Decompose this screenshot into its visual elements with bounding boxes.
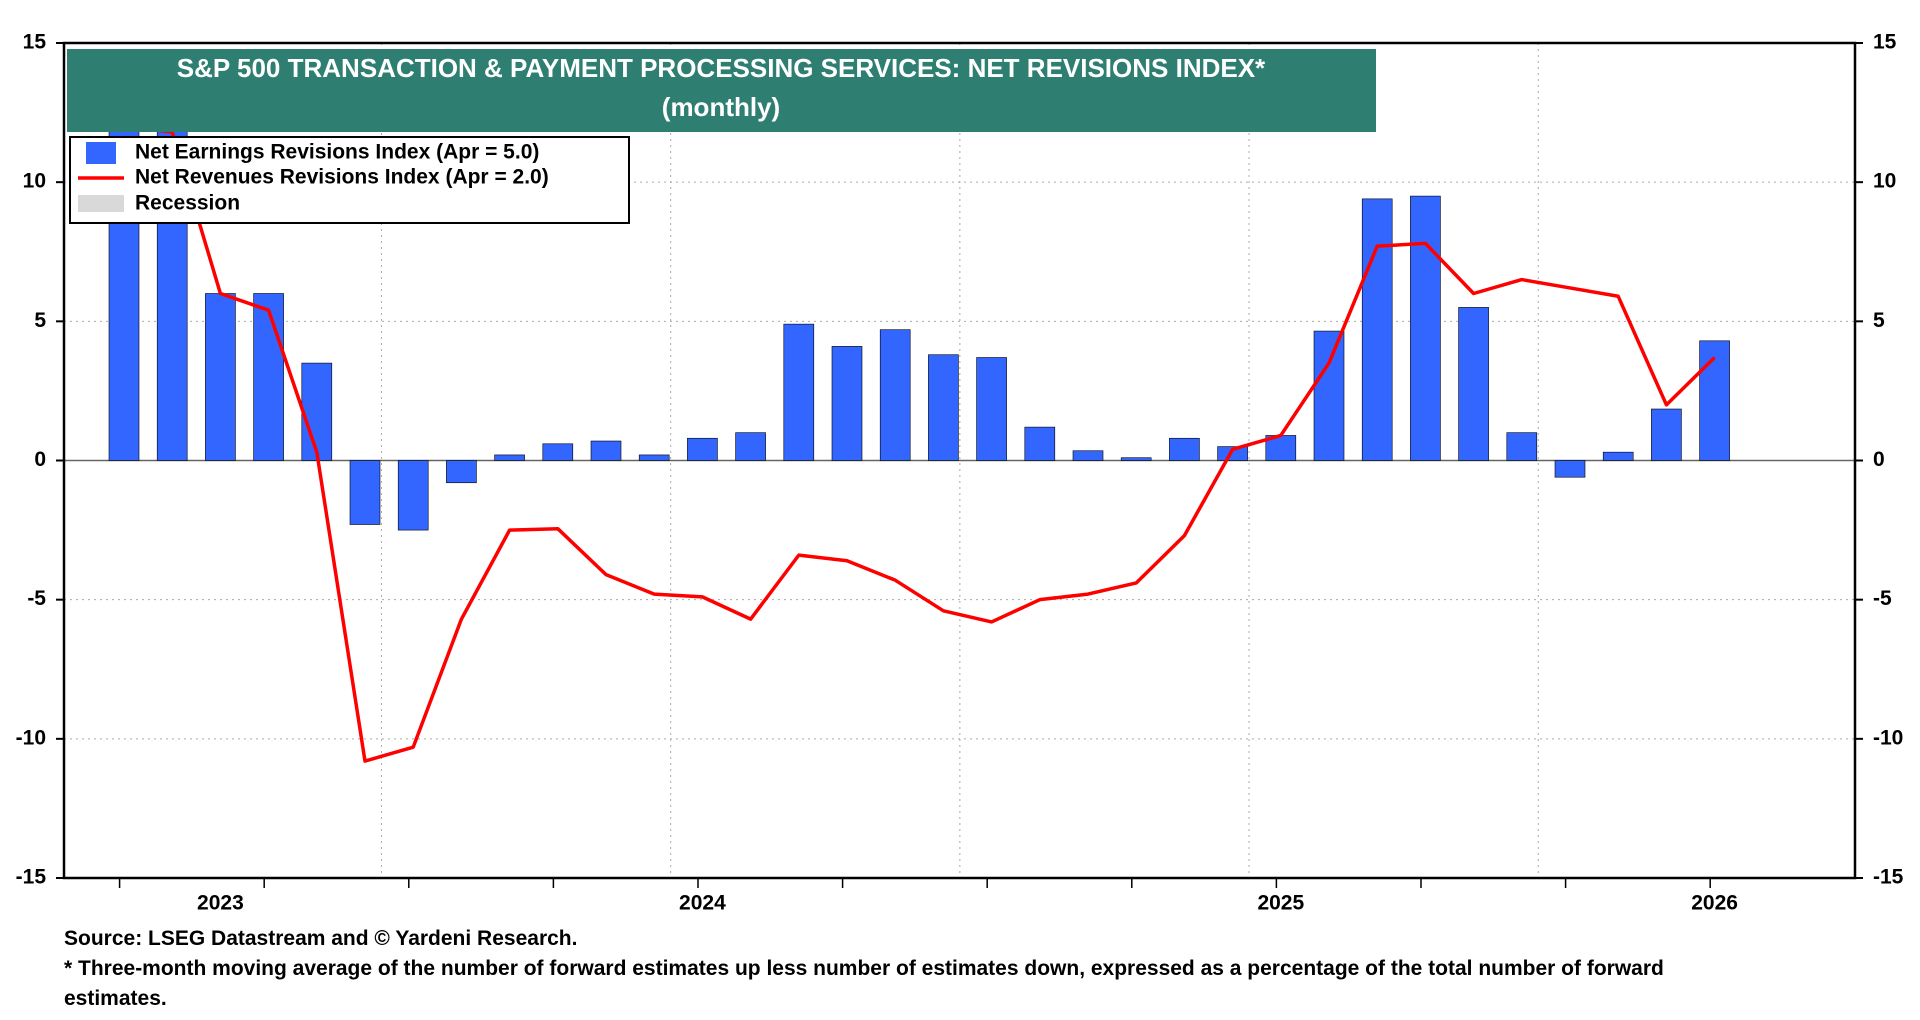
y2-tick-label: -15 <box>1873 866 1904 889</box>
line <box>123 124 1716 763</box>
chart: -15 -15 -10 -10 -5 -5 0 0 5 5 10 10 15 15 2023 2024 2025… <box>16 31 1904 915</box>
y2-tick-label: 0 <box>1873 448 1885 471</box>
y2-tick-label: 15 <box>1873 31 1897 54</box>
bar <box>397 460 429 531</box>
x-tick-label: 2026 <box>1691 892 1738 915</box>
bar <box>301 362 333 461</box>
x-tick-label: 2023 <box>197 892 244 915</box>
y-tick-label: -10 <box>16 726 46 749</box>
y-tick-label: -15 <box>16 866 47 889</box>
legend-swatch <box>86 142 116 164</box>
y2-tick-label: -5 <box>1873 587 1892 610</box>
legend-box <box>69 136 630 224</box>
bar <box>783 323 815 461</box>
bar <box>928 354 959 461</box>
y2-tick-label: 10 <box>1873 170 1896 193</box>
bar <box>735 432 766 461</box>
x-tick-label: 2025 <box>1257 892 1304 915</box>
bar <box>1217 446 1248 461</box>
bar <box>1169 437 1200 461</box>
bar <box>976 357 1007 461</box>
bar <box>638 454 670 461</box>
legend-label: Recession <box>135 192 240 215</box>
x-tick-label: 2024 <box>679 892 726 915</box>
bar <box>494 454 525 461</box>
bar <box>253 293 284 461</box>
legend-label: Net Earnings Revisions Index (Apr = 5.0) <box>135 141 539 164</box>
y2-tick-label: -10 <box>1873 726 1903 749</box>
y-tick-label: 10 <box>23 170 46 193</box>
bar <box>1651 408 1682 461</box>
bar <box>879 329 911 461</box>
y2-tick-label: 5 <box>1873 309 1885 332</box>
bar <box>831 346 863 461</box>
y-tick-label: 5 <box>34 309 46 332</box>
bar <box>1361 198 1393 461</box>
bar <box>1410 195 1441 461</box>
bar <box>1120 457 1152 461</box>
legend-label: Net Revenues Revisions Index (Apr = 2.0) <box>135 166 549 189</box>
bar <box>1313 330 1345 461</box>
y-tick-label: -5 <box>27 587 46 610</box>
bar <box>1072 450 1104 461</box>
source: Source: LSEG Datastream and © Yardeni Re… <box>64 927 578 950</box>
bar <box>1024 426 1056 461</box>
chart-title: S&P 500 TRANSACTION & PAYMENT PROCESSING… <box>177 53 1266 83</box>
chart-subtitle: (monthly) <box>662 92 780 122</box>
bar <box>1699 340 1730 461</box>
bar <box>349 460 381 525</box>
y-tick-label: 0 <box>34 448 46 471</box>
bar <box>687 437 718 461</box>
bar <box>205 293 236 461</box>
title-box <box>67 49 1376 132</box>
footer: Source: LSEG Datastream and © Yardeni Re… <box>64 924 1704 1014</box>
note: * Three-month moving average of the numb… <box>64 957 1664 1010</box>
legend-swatch <box>78 195 124 212</box>
plot-frame <box>62 41 1857 880</box>
bar <box>1554 460 1586 478</box>
bar <box>542 443 574 461</box>
bar <box>1458 307 1489 461</box>
y-tick-label: 15 <box>23 31 47 54</box>
bar <box>1506 432 1538 461</box>
bar <box>1602 451 1634 461</box>
bar <box>446 460 477 484</box>
bar <box>590 440 622 461</box>
